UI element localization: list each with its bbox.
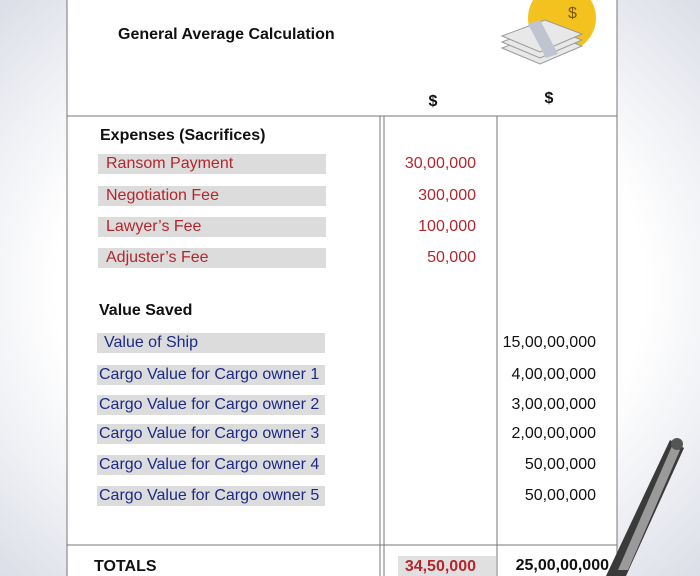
row-amount: 3,00,00,000 <box>511 396 596 413</box>
paper <box>67 0 617 576</box>
row-label: Cargo Value for Cargo owner 1 <box>99 366 319 383</box>
section-heading: Value Saved <box>99 302 192 319</box>
total-value-saved: 25,00,00,000 <box>516 557 610 574</box>
column-header: $ <box>429 93 438 110</box>
total-expenses: 34,50,000 <box>405 558 476 575</box>
row-label: Negotiation Fee <box>106 187 219 204</box>
label-highlight <box>97 455 325 475</box>
row-amount: 2,00,00,000 <box>511 425 596 442</box>
label-highlight <box>97 395 325 415</box>
row-label: Adjuster’s Fee <box>106 249 209 266</box>
label-highlight <box>97 365 325 385</box>
row-amount: 4,00,00,000 <box>511 366 596 383</box>
svg-text:$: $ <box>568 5 577 22</box>
label-highlight <box>97 333 325 353</box>
label-highlight <box>97 424 325 444</box>
totals-label: TOTALS <box>94 558 157 575</box>
label-highlight <box>98 248 326 268</box>
title: General Average Calculation <box>118 26 335 43</box>
row-label: Cargo Value for Cargo owner 5 <box>99 487 319 504</box>
row-amount: 300,000 <box>418 187 476 204</box>
row-label: Cargo Value for Cargo owner 4 <box>99 456 319 473</box>
rows: Ransom Payment 30,00,000 Negotiation Fee 30… <box>97 154 596 506</box>
label-highlight <box>98 217 326 237</box>
label-highlight <box>98 154 326 174</box>
row-amount: 15,00,00,000 <box>503 334 597 351</box>
pen-icon <box>606 438 684 576</box>
row-label: Value of Ship <box>104 334 198 351</box>
row-amount: 50,000 <box>427 249 476 266</box>
row-amount: 50,00,000 <box>525 456 596 473</box>
total-highlight <box>398 556 496 576</box>
row-label: Lawyer’s Fee <box>106 218 202 235</box>
row-amount: 100,000 <box>418 218 476 235</box>
section-heading: Expenses (Sacrifices) <box>100 127 265 144</box>
column-header: $ <box>545 90 554 107</box>
row-label: Cargo Value for Cargo owner 3 <box>99 425 319 442</box>
row-amount: 50,00,000 <box>525 487 596 504</box>
label-highlight <box>98 186 326 206</box>
label-highlight <box>97 486 325 506</box>
row-label: Ransom Payment <box>106 155 234 172</box>
money-icon: $ <box>500 0 596 65</box>
row-amount: 30,00,000 <box>405 155 476 172</box>
row-label: Cargo Value for Cargo owner 2 <box>99 396 319 413</box>
